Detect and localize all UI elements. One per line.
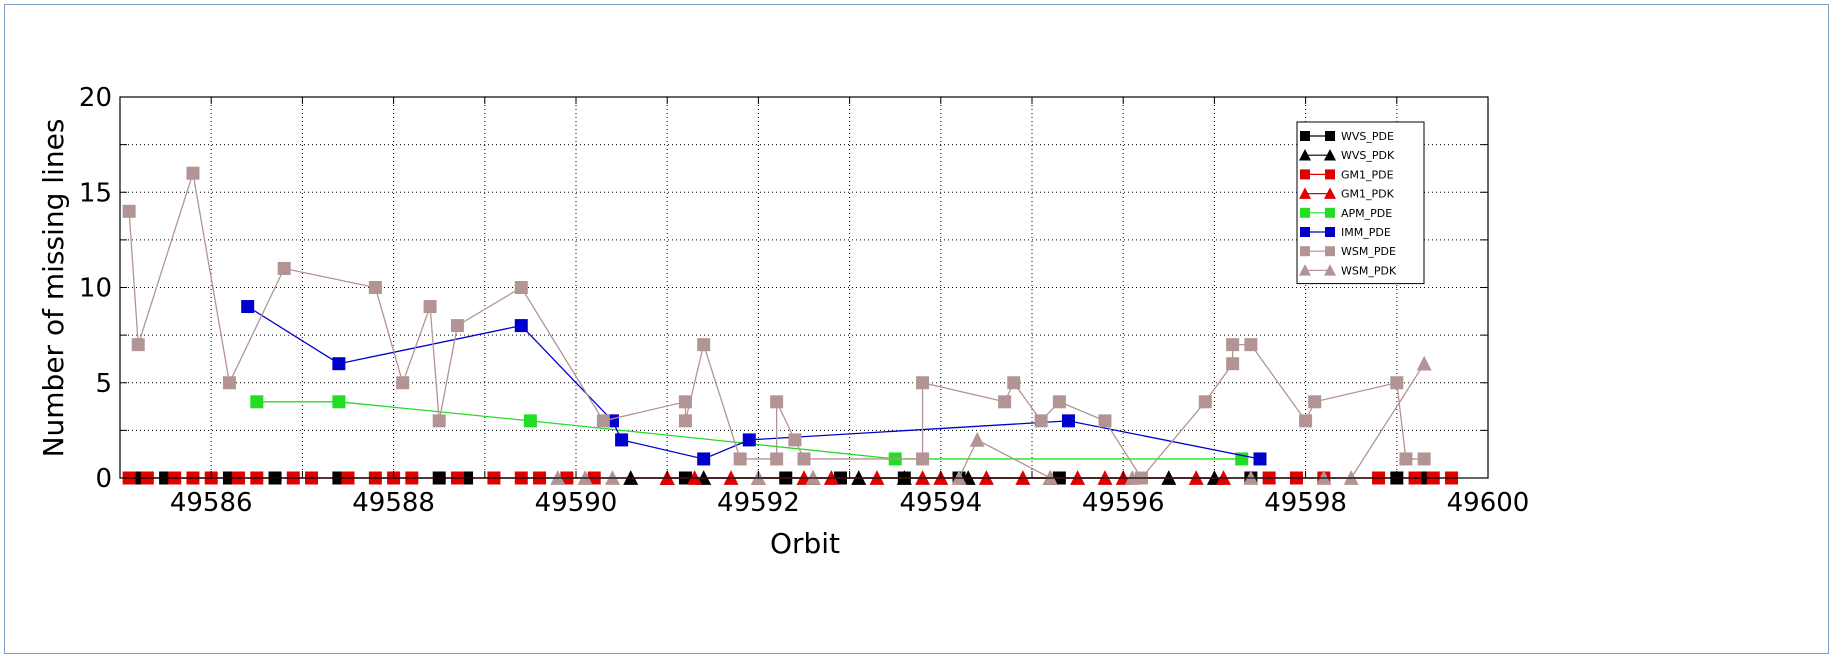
legend: WVS_PDE WVS_PDK GM1_PDE GM1_PDK APM_PDE IMM_P… [1296, 121, 1425, 285]
legend-entry: WSM_PDE [1341, 245, 1396, 258]
data-point [332, 357, 346, 371]
data-point [1226, 357, 1240, 371]
data-point [770, 395, 784, 409]
data-point [1098, 414, 1112, 428]
legend-entry: IMM_PDE [1341, 226, 1391, 239]
y-axis-label: Number of missing lines [37, 119, 70, 458]
data-point [1390, 376, 1404, 390]
data-point [678, 414, 692, 428]
data-point [998, 395, 1012, 409]
data-point [1198, 395, 1212, 409]
legend-marker [1299, 148, 1311, 161]
legend-marker [1325, 131, 1335, 141]
data-point [523, 414, 537, 428]
data-point [1007, 376, 1021, 390]
data-point [432, 414, 446, 428]
data-point [1034, 414, 1048, 428]
legend-entry: WVS_PDE [1341, 130, 1394, 143]
data-point [615, 433, 629, 447]
legend-marker [1300, 131, 1310, 141]
data-point [1244, 338, 1258, 352]
data-point [1308, 395, 1322, 409]
data-point [916, 376, 930, 390]
data-point [131, 338, 145, 352]
y-tick-label: 0 [95, 464, 112, 494]
legend-marker [1300, 227, 1310, 237]
data-point [969, 432, 985, 447]
data-point [450, 319, 464, 333]
data-point [1226, 338, 1240, 352]
x-axis-label: Orbit [770, 527, 840, 560]
data-point [250, 395, 264, 409]
data-point [368, 281, 382, 294]
y-tick-label: 5 [95, 369, 112, 399]
grid-layer [120, 97, 1488, 478]
data-point [770, 452, 784, 466]
y-tick-label: 20 [79, 83, 112, 113]
plot-border [119, 96, 1489, 479]
legend-entry: APM_PDE [1341, 207, 1392, 220]
data-point [1052, 395, 1066, 409]
x-tick-label: 49594 [899, 488, 982, 518]
legend-entry: GM1_PDK [1341, 188, 1395, 201]
data-point [241, 300, 255, 314]
data-point [1253, 452, 1267, 466]
data-point [122, 204, 136, 218]
x-tick-label: 49586 [170, 488, 253, 518]
data-point [186, 166, 200, 180]
series-apm-pde [250, 395, 1249, 466]
x-tick-label: 49596 [1082, 488, 1165, 518]
legend-marker [1300, 169, 1310, 180]
series-wsm-pde [122, 166, 1431, 485]
data-point [1416, 355, 1432, 371]
data-point [277, 261, 291, 275]
series-imm-pde [241, 300, 1267, 466]
legend-marker [1325, 227, 1335, 237]
legend-box [1296, 121, 1425, 285]
data-point [1399, 452, 1413, 466]
legend-marker [1299, 264, 1311, 276]
data-point [916, 452, 930, 466]
data-point [697, 452, 711, 466]
legend-entry: WSM_PDK [1341, 264, 1397, 277]
data-point [1417, 452, 1431, 466]
data-point [514, 319, 528, 333]
data-point [332, 395, 346, 409]
legend-marker [1300, 246, 1310, 257]
data-point [1299, 414, 1313, 428]
data-point [797, 452, 811, 466]
axis-layer: 49586 49588 49590 49592 49594 49596 49598 49600… [79, 83, 1529, 518]
data-point [514, 281, 528, 294]
data-point [423, 300, 437, 314]
data-point [1061, 414, 1075, 428]
legend-marker [1324, 187, 1336, 199]
legend-entry: WVS_PDK [1341, 149, 1395, 162]
data-point [396, 376, 410, 390]
legend-marker [1324, 148, 1336, 161]
data-point [742, 433, 756, 447]
x-tick-label: 49592 [717, 488, 800, 518]
x-tick-label: 49600 [1447, 488, 1530, 518]
y-tick-label: 10 [79, 274, 112, 304]
data-point [678, 395, 692, 409]
data-point [222, 376, 236, 390]
legend-entry: GM1_PDE [1341, 168, 1394, 181]
x-tick-label: 49590 [535, 488, 618, 518]
x-tick-label: 49588 [352, 488, 435, 518]
y-tick-label: 15 [79, 178, 112, 208]
data-point [788, 433, 802, 447]
legend-marker [1324, 264, 1336, 276]
data-point [733, 452, 747, 466]
legend-marker [1325, 207, 1335, 218]
legend-marker [1325, 169, 1335, 180]
legend-marker [1325, 246, 1335, 257]
data-point [697, 338, 711, 352]
legend-marker [1300, 207, 1310, 218]
legend-marker [1299, 187, 1311, 199]
data-point [596, 414, 610, 428]
x-tick-label: 49598 [1264, 488, 1347, 518]
chart-frame [4, 4, 1829, 654]
